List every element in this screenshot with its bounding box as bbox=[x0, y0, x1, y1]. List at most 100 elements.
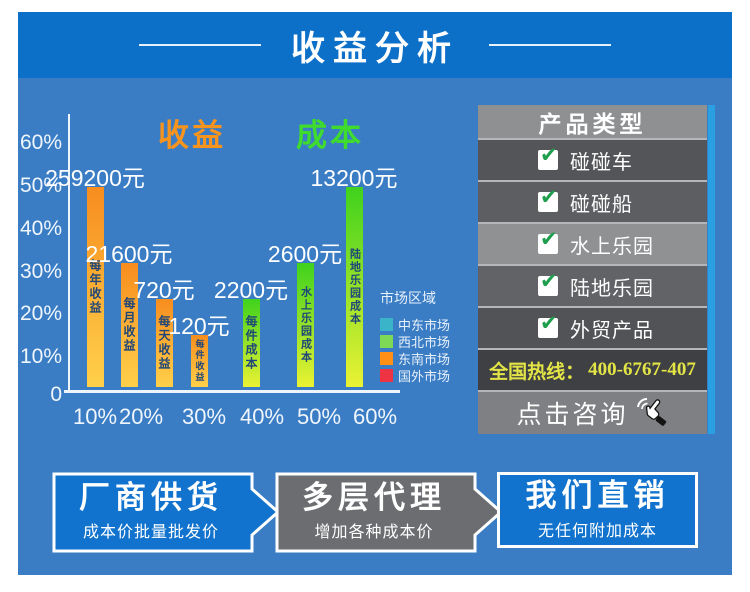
legend-swatch bbox=[380, 335, 393, 348]
chart-series-title-revenue: 收益 bbox=[158, 118, 226, 153]
bar-name-label: 每天收益 bbox=[157, 315, 171, 371]
legend-label: 中东市场 bbox=[398, 318, 451, 333]
product-label: 碰碰车 bbox=[570, 151, 633, 174]
bar-value-label: 2200元 bbox=[213, 277, 289, 303]
product-label: 碰碰船 bbox=[570, 193, 633, 216]
legend-item: 中东市场 bbox=[380, 316, 450, 333]
check-mark-icon: ✔ bbox=[540, 228, 558, 251]
revenue-cost-bar-chart: 收益 成本 60% 50% 40% 30% 20% 10% 0 10% 20% 30% 40% 50%… bbox=[18, 78, 478, 468]
bar-name-label: 每件成本 bbox=[244, 315, 258, 371]
flow-subtitle-direct-sale: 无任何附加成本 bbox=[537, 522, 657, 540]
product-row[interactable]: ✔ 碰碰车 bbox=[478, 140, 707, 180]
bar-value-label: 13200元 bbox=[310, 165, 398, 191]
product-label: 水上乐园 bbox=[570, 235, 654, 258]
flow-title-direct-sale: 我们直销 bbox=[525, 478, 670, 514]
checkbox-checked-icon[interactable]: ✔ bbox=[538, 186, 558, 212]
x-axis-line bbox=[64, 390, 400, 393]
consult-button[interactable]: 点击咨询 bbox=[478, 392, 707, 434]
chart-series-title-cost: 成本 bbox=[296, 118, 364, 153]
header-right-rule bbox=[489, 44, 611, 46]
check-mark-icon: ✔ bbox=[540, 144, 558, 167]
arrow-box-shape bbox=[275, 472, 503, 553]
check-mark-icon: ✔ bbox=[540, 186, 558, 209]
bar-name-label: 每年收益 bbox=[88, 259, 102, 315]
product-panel-title: 产品类型 bbox=[478, 105, 707, 138]
bar-name-label: 水上乐园成本 bbox=[299, 286, 312, 364]
bar-value-label: 720元 bbox=[133, 277, 195, 303]
legend-item: 国外市场 bbox=[380, 367, 450, 384]
legend-swatch bbox=[380, 369, 393, 382]
bar-name-label: 每月收益 bbox=[122, 297, 136, 353]
x-tick-label: 40% bbox=[239, 404, 285, 429]
legend-label: 东南市场 bbox=[398, 352, 451, 367]
flow-subtitle-middlemen: 增加各种成本价 bbox=[314, 524, 434, 542]
legend-items: 中东市场西北市场东南市场国外市场 bbox=[380, 316, 450, 384]
y-tick-label: 0 bbox=[50, 383, 62, 406]
y-tick-label: 50% bbox=[19, 174, 62, 197]
product-row[interactable]: ✔ 陆地乐园 bbox=[478, 266, 707, 306]
panel-right-accent bbox=[708, 105, 715, 434]
consult-label: 点击咨询 bbox=[516, 401, 629, 429]
flow-box-supplier: 厂商供货 成本价批量批发价 bbox=[52, 472, 280, 553]
flow-title-supplier: 厂商供货 bbox=[79, 479, 223, 515]
y-tick-label: 10% bbox=[19, 345, 62, 368]
bar-name-label: 陆地乐园成本 bbox=[348, 248, 361, 326]
chart-bar: 水上乐园成本 bbox=[296, 263, 314, 387]
chart-bar: 每件成本 bbox=[242, 299, 260, 387]
hotline-bar: 全国热线： 400-6767-407 bbox=[478, 350, 707, 390]
x-tick-label: 30% bbox=[181, 404, 227, 429]
header-left-rule bbox=[139, 44, 261, 46]
flow-box-middlemen: 多层代理 增加各种成本价 bbox=[275, 472, 503, 553]
click-hand-icon bbox=[633, 395, 669, 432]
y-tick-label: 30% bbox=[19, 260, 62, 283]
chart-bar: 每天收益 bbox=[155, 299, 173, 387]
product-type-panel: 产品类型 ✔ 碰碰车 ✔ 碰碰船 ✔ 水上乐园 ✔ 陆地乐园 ✔ 外贸产品 全国热线： 400-6… bbox=[478, 105, 707, 434]
x-tick-label: 20% bbox=[118, 404, 164, 429]
x-tick-label: 10% bbox=[72, 404, 118, 429]
chart-legend: 市场区域 中东市场西北市场东南市场国外市场 bbox=[380, 288, 450, 384]
y-axis-line bbox=[68, 114, 70, 392]
legend-label: 西北市场 bbox=[398, 335, 451, 350]
legend-item: 东南市场 bbox=[380, 350, 450, 367]
chart-bar: 每月收益 bbox=[120, 263, 138, 387]
product-label: 陆地乐园 bbox=[570, 277, 654, 300]
legend-title: 市场区域 bbox=[380, 290, 436, 306]
y-tick-label: 20% bbox=[19, 302, 62, 325]
arrow-box-shape bbox=[52, 472, 280, 553]
chart-bar: 每件收益 bbox=[190, 335, 208, 387]
product-row[interactable]: ✔ 外贸产品 bbox=[478, 308, 707, 348]
product-row[interactable]: ✔ 水上乐园 bbox=[478, 224, 707, 264]
bar-name-label: 每件收益 bbox=[194, 339, 205, 383]
y-tick-label: 60% bbox=[19, 131, 62, 154]
flow-subtitle-supplier: 成本价批量批发价 bbox=[82, 524, 219, 542]
checkbox-checked-icon[interactable]: ✔ bbox=[538, 228, 558, 254]
bar-value-label: 259200元 bbox=[45, 165, 145, 191]
checkbox-checked-icon[interactable]: ✔ bbox=[538, 270, 558, 296]
chart-bar: 陆地乐园成本 bbox=[345, 187, 363, 387]
legend-swatch bbox=[380, 318, 393, 331]
legend-item: 西北市场 bbox=[380, 333, 450, 350]
page-title: 收益分析 bbox=[291, 29, 459, 68]
hotline-number: 400-6767-407 bbox=[588, 359, 696, 380]
flow-box-direct-sale: 我们直销 无任何附加成本 bbox=[497, 472, 698, 548]
chart-bar: 每年收益 bbox=[86, 187, 104, 387]
flow-title-middlemen: 多层代理 bbox=[302, 479, 446, 515]
check-mark-icon: ✔ bbox=[540, 270, 558, 293]
x-tick-label: 50% bbox=[296, 404, 342, 429]
legend-swatch bbox=[380, 352, 393, 365]
x-tick-label: 60% bbox=[352, 404, 398, 429]
hotline-label: 全国热线： bbox=[489, 361, 585, 383]
y-tick-label: 40% bbox=[19, 217, 62, 240]
checkbox-checked-icon[interactable]: ✔ bbox=[538, 312, 558, 338]
bar-value-label: 21600元 bbox=[85, 241, 173, 267]
check-mark-icon: ✔ bbox=[540, 312, 558, 335]
checkbox-checked-icon[interactable]: ✔ bbox=[538, 144, 558, 170]
product-row[interactable]: ✔ 碰碰船 bbox=[478, 182, 707, 222]
main-area: 收益 成本 60% 50% 40% 30% 20% 10% 0 10% 20% 30% 40% 50%… bbox=[18, 78, 732, 575]
legend-label: 国外市场 bbox=[398, 369, 451, 384]
product-label: 外贸产品 bbox=[570, 319, 654, 342]
header-banner: 收益分析 bbox=[18, 12, 732, 78]
bar-value-label: 120元 bbox=[168, 313, 230, 339]
bar-value-label: 2600元 bbox=[267, 241, 343, 267]
